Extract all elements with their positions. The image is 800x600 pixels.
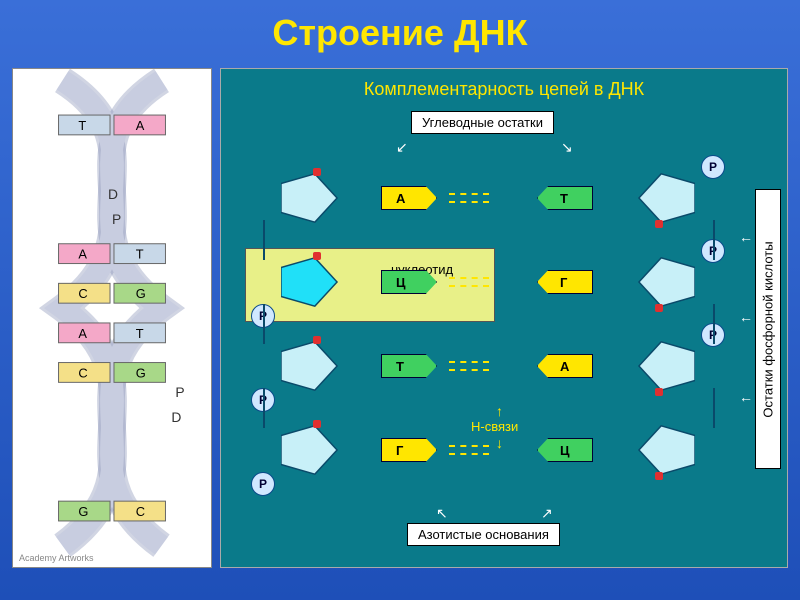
hbond-line <box>449 453 489 455</box>
label-hbond: Н-связи <box>471 419 518 434</box>
hbond-line <box>449 285 489 287</box>
label-phosphate-box: Остатки фосфорной кислоты <box>755 189 781 469</box>
backbone-p-label-2: P <box>175 384 184 400</box>
svg-text:G: G <box>136 286 146 301</box>
connector-dot <box>655 304 663 312</box>
sugar-pentagon <box>281 257 339 307</box>
backbone-link <box>263 304 265 344</box>
arrow-icon: ↖ <box>436 505 448 522</box>
helix-panel: T A A T C G A T C G G C D P P D Academy … <box>12 68 212 568</box>
sugar-pentagon <box>281 425 339 475</box>
svg-text:T: T <box>136 326 144 341</box>
content-row: T A A T C G A T C G G C D P P D Academy … <box>0 54 800 594</box>
backbone-link <box>263 220 265 260</box>
backbone-link <box>713 388 715 428</box>
diagram-title: Комплементарность цепей в ДНК <box>221 69 787 110</box>
arrow-icon: ↘ <box>561 139 573 156</box>
phosphate-circle: Р <box>701 155 725 179</box>
phosphate-circle: Р <box>251 472 275 496</box>
connector-dot <box>313 252 321 260</box>
backbone-d-label: D <box>108 186 118 202</box>
base-tag: Ц <box>381 270 437 294</box>
backbone-d-label-2: D <box>171 409 181 425</box>
backbone-link <box>263 388 265 428</box>
connector-dot <box>313 168 321 176</box>
arrow-up-icon: ↑ <box>496 403 503 419</box>
helix-rung: C G <box>59 283 166 303</box>
arrow-icon: ↙ <box>396 139 408 156</box>
pair-row: ТА РР <box>221 333 787 411</box>
hbond-line <box>449 193 489 195</box>
sugar-pentagon <box>637 341 695 391</box>
hbond-line <box>449 201 489 203</box>
base-tag: А <box>381 186 437 210</box>
label-phosphate: Остатки фосфорной кислоты <box>761 241 776 417</box>
backbone-link <box>713 220 715 260</box>
connector-dot <box>313 336 321 344</box>
sugar-pentagon <box>281 341 339 391</box>
svg-text:C: C <box>78 365 87 380</box>
hbond-line <box>449 445 489 447</box>
connector-dot <box>655 472 663 480</box>
backbone-link <box>713 304 715 344</box>
hbond-line <box>449 369 489 371</box>
sugar-pentagon <box>637 257 695 307</box>
helix-svg: T A A T C G A T C G G C D P P D <box>13 69 211 567</box>
base-tag: Г <box>381 438 437 462</box>
pair-row: АТ Р <box>221 165 787 243</box>
arrow-icon: ← <box>739 229 753 245</box>
base-tag: Г <box>537 270 593 294</box>
sugar-pentagon <box>637 173 695 223</box>
sugar-pentagon <box>281 173 339 223</box>
backbone-p-label: P <box>112 211 121 227</box>
hbond-line <box>449 277 489 279</box>
svg-text:G: G <box>136 365 146 380</box>
svg-text:A: A <box>78 326 87 341</box>
diagram-panel: Комплементарность цепей в ДНК Углеводные… <box>220 68 788 568</box>
credit-text: Academy Artworks <box>19 553 94 563</box>
sugar-pentagon <box>637 425 695 475</box>
base-tag: Ц <box>537 438 593 462</box>
svg-text:C: C <box>78 286 87 301</box>
svg-text:C: C <box>136 504 145 519</box>
page-title: Строение ДНК <box>0 0 800 54</box>
arrow-down-icon: ↓ <box>496 435 503 451</box>
base-tag: Т <box>537 186 593 210</box>
base-tag: Т <box>381 354 437 378</box>
svg-text:G: G <box>78 504 88 519</box>
svg-text:T: T <box>136 247 144 262</box>
connector-dot <box>655 220 663 228</box>
label-bases: Азотистые основания <box>407 523 560 546</box>
arrow-icon: ← <box>739 389 753 405</box>
hbond-line <box>449 361 489 363</box>
arrow-icon: ← <box>739 309 753 325</box>
base-tag: А <box>537 354 593 378</box>
pair-row: ЦГ РР <box>221 249 787 327</box>
label-sugar: Углеводные остатки <box>411 111 554 134</box>
svg-text:A: A <box>136 118 145 133</box>
svg-text:T: T <box>78 118 86 133</box>
helix-rung: A T <box>59 323 166 343</box>
connector-dot <box>655 388 663 396</box>
connector-dot <box>313 420 321 428</box>
svg-text:A: A <box>78 247 87 262</box>
arrow-icon: ↗ <box>541 505 553 522</box>
